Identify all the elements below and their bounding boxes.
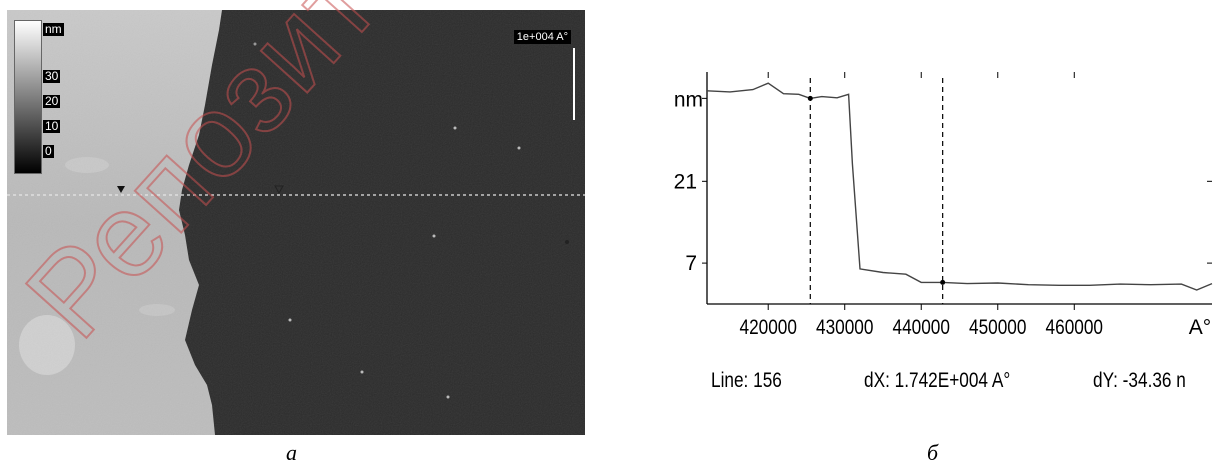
caption-b: б [927, 440, 939, 465]
line-number-label: Line: 156 [711, 369, 782, 392]
y-tick-label: 7 [685, 252, 697, 275]
caption-a: a [286, 440, 297, 465]
cursor-marker-1 [117, 186, 125, 193]
chart-series [706, 82, 1213, 291]
y-tick-label: 21 [674, 170, 697, 193]
chart-ticks [702, 72, 1212, 310]
scale-label: 1e+004 A° [513, 30, 571, 44]
x-axis-label: A° [1189, 316, 1211, 339]
cursor-point [940, 279, 946, 285]
cursor-point [807, 95, 813, 101]
dy-label: dY: -34.36 n [1093, 369, 1186, 392]
chart-frame [706, 72, 1212, 305]
colorbar-tick-30: 30 [43, 69, 61, 83]
line-profile-chart: 420000 430000 440000 450000 460000 A° 21 7 nm [674, 72, 1213, 339]
x-tick-label: 430000 [816, 317, 873, 340]
x-tick-label: 420000 [740, 317, 797, 340]
colorbar-tick-10: 10 [43, 119, 61, 133]
afm-topography-image: nm 30 20 10 0 1e+004 A° [7, 10, 585, 435]
chart-labels: 420000 430000 440000 450000 460000 A° 21 7 nm [674, 88, 1212, 339]
y-axis-label: nm [674, 88, 703, 111]
x-tick-label: 440000 [893, 317, 950, 340]
chart-cursors [809, 78, 944, 304]
height-colorbar [14, 20, 42, 174]
profile-line-series [706, 82, 1213, 291]
scale-bar [573, 48, 575, 120]
colorbar-tick-20: 20 [43, 94, 61, 108]
colorbar-tick-0: 0 [43, 144, 54, 158]
colorbar-unit: nm [43, 22, 64, 36]
x-tick-label: 450000 [969, 317, 1026, 340]
x-tick-label: 460000 [1046, 317, 1103, 340]
dx-label: dX: 1.742E+004 A° [864, 369, 1011, 392]
cursor-marker-2 [274, 185, 284, 195]
afm-surface [7, 10, 585, 435]
